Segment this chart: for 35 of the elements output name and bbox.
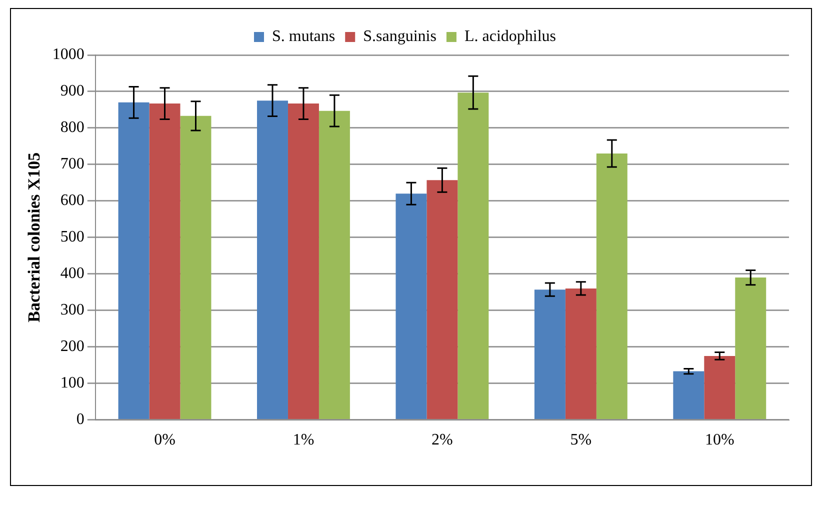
bar [149, 104, 180, 420]
legend-label: S.sanguinis [363, 28, 436, 46]
legend-label: L. acidophilus [464, 28, 556, 46]
y-tick-label: 1000 [52, 46, 84, 64]
bar [596, 153, 628, 420]
x-tick-label: 10% [704, 432, 734, 449]
y-tick-label: 600 [60, 192, 84, 210]
y-tick-label: 800 [60, 119, 84, 136]
bar [118, 102, 150, 420]
bar [180, 116, 212, 420]
bar [565, 288, 596, 420]
y-tick-label: 100 [60, 374, 84, 392]
y-tick-label: 400 [60, 265, 84, 282]
bar [673, 371, 704, 420]
bar [288, 104, 319, 420]
bar [396, 194, 427, 420]
y-tick-label: 200 [60, 338, 84, 356]
y-tick-label: 900 [60, 82, 84, 100]
legend-label: S. mutans [272, 28, 336, 46]
bar [257, 100, 288, 420]
bar [534, 290, 566, 420]
bar [318, 110, 350, 420]
x-tick-label: 0% [154, 432, 176, 449]
x-tick-label: 5% [570, 432, 592, 449]
x-tick-label: 1% [292, 432, 314, 449]
y-tick-label: 300 [60, 302, 84, 319]
y-tick-label: 0 [76, 411, 84, 428]
bar [426, 180, 458, 420]
bar [458, 92, 489, 420]
y-tick-label: 500 [60, 228, 84, 246]
y-tick-label: 700 [60, 156, 84, 173]
bar [704, 356, 736, 420]
x-tick-label: 2% [432, 432, 453, 449]
y-axis-title: Bacterial colonies X105 [24, 152, 44, 322]
bar [735, 278, 766, 420]
